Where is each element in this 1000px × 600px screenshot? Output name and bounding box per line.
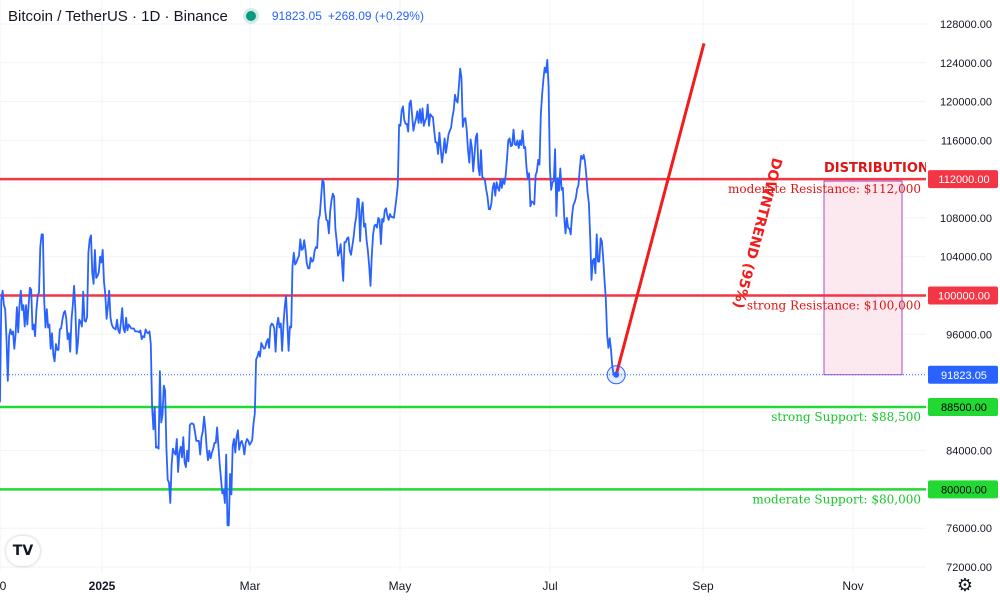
level-annotation: moderate Resistance: $112,000: [728, 182, 921, 196]
price-tick-label: 120000.00: [940, 97, 992, 109]
price-tick-label: 104000.00: [940, 252, 992, 264]
time-tick-label: May: [389, 579, 412, 593]
level-price-tag-label: 100000.00: [938, 291, 990, 303]
time-tick-label: 0: [0, 579, 7, 593]
distribution-zone-label: DISTRIBUTION ZO: [824, 161, 954, 176]
downtrend-line: [614, 43, 706, 376]
symbol-title: Bitcoin / TetherUS · 1D · Binance: [8, 7, 228, 25]
gear-icon[interactable]: ⚙: [956, 575, 974, 596]
price-series-line: [0, 59, 617, 527]
level-annotation: strong Support: $88,500: [771, 410, 921, 424]
grid: [0, 0, 926, 572]
chart-header: Bitcoin / TetherUS · 1D · Binance 91823.…: [8, 6, 424, 26]
last-price-tag-label: 91823.05: [941, 370, 987, 382]
level-price-tag: [928, 480, 998, 499]
level-price-tag: [928, 170, 998, 189]
level-price-tag: [928, 286, 998, 305]
market-status-dot: [245, 11, 256, 21]
level-annotation: strong Resistance: $100,000: [747, 299, 921, 313]
price-tick-label: 124000.00: [940, 58, 992, 70]
price-tick-label: 72000.00: [946, 562, 992, 574]
time-tick-label: Mar: [240, 579, 261, 593]
last-point-marker: [613, 371, 620, 378]
last-price-tag: [928, 365, 998, 384]
header-price: 91823.05: [271, 9, 322, 23]
level-price-tag: [928, 398, 998, 417]
level-annotation: moderate Support: $80,000: [752, 492, 921, 506]
time-axis: [0, 572, 1000, 600]
distribution-zone: [823, 180, 903, 376]
price-tick-label: 96000.00: [946, 329, 992, 341]
tradingview-logo[interactable]: TV: [6, 536, 40, 566]
level-price-tag-label: 112000.00: [938, 174, 989, 186]
tradingview-logo-text: TV: [12, 543, 34, 559]
price-tick-label: 116000.00: [941, 135, 992, 147]
time-tick-label: Sep: [692, 579, 714, 593]
time-tick-label: Nov: [842, 579, 863, 593]
time-tick-label: Jul: [542, 579, 557, 593]
level-price-tag-label: 80000.00: [941, 484, 987, 496]
price-tick-label: 108000.00: [940, 213, 992, 225]
price-tick-label: 76000.00: [946, 523, 992, 535]
level-price-tag-label: 88500.00: [941, 402, 987, 414]
time-tick-label: 2025: [89, 579, 116, 593]
price-tick-label: 84000.00: [946, 446, 992, 458]
price-tick-label: 128000.00: [940, 19, 992, 31]
header-change: +268.09 (+0.29%): [327, 9, 424, 23]
